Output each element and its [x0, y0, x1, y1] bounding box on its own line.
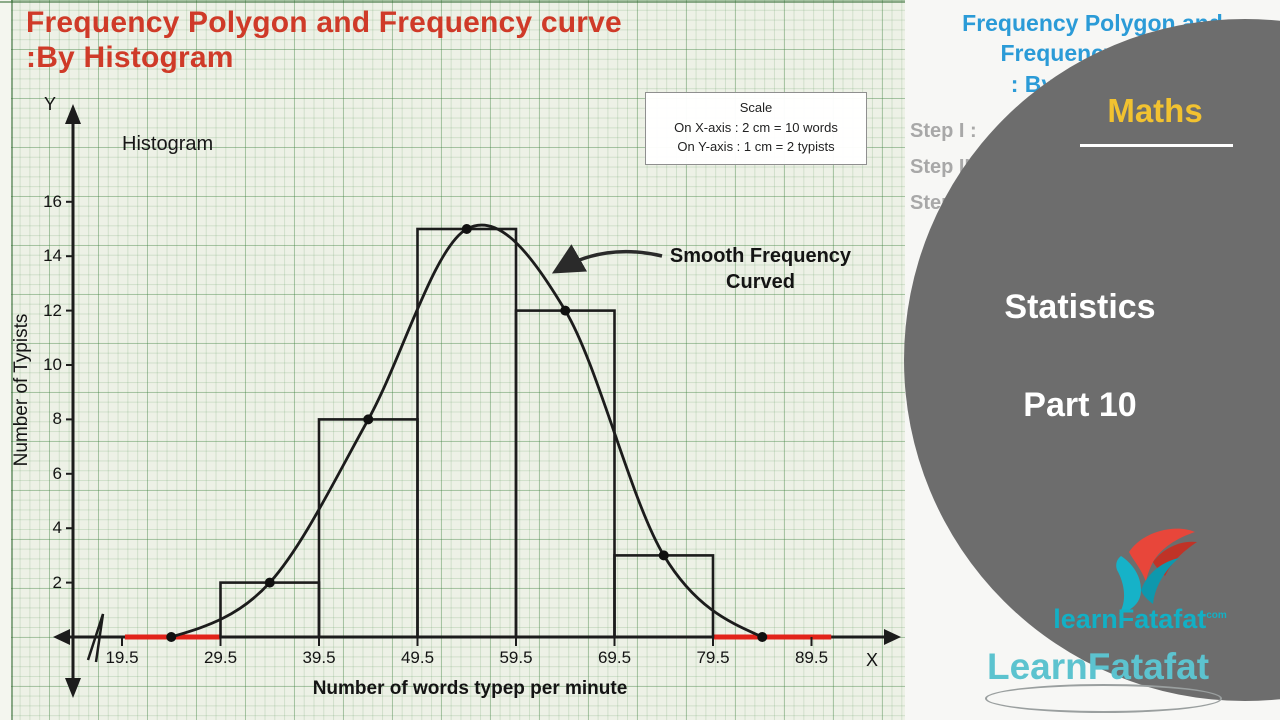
plot-svg	[53, 104, 901, 698]
y-tick-label: 4	[52, 518, 62, 538]
y-axis-up-arrowhead	[65, 104, 81, 124]
curve-point-dot	[757, 632, 768, 642]
sheet-margin	[0, 0, 11, 720]
x-tick-label: 49.5	[400, 648, 435, 667]
x-axis-letter: X	[866, 650, 879, 670]
x-axis-title: Number of words typep per minute	[312, 678, 628, 699]
sheet-border-line	[11, 0, 13, 720]
scale-box-x-line: On X-axis : 2 cm = 10 words	[674, 119, 838, 135]
series-title: Statistics	[1004, 288, 1156, 326]
page-title-line2: :By Histogram	[26, 40, 234, 74]
curve-point-dot	[166, 632, 177, 642]
histogram-bar	[317, 418, 419, 639]
curve-point-dot	[264, 577, 275, 588]
brand-name-small-suffix: com	[1206, 610, 1227, 621]
page-title: Frequency Polygon and Frequency curve :B…	[26, 6, 622, 76]
page-title-line1: Frequency Polygon and Frequency curve	[26, 6, 622, 39]
scale-box-y-line: On Y-axis : 1 cm = 2 typists	[677, 139, 835, 154]
curve-point-dot	[363, 414, 374, 425]
subject-underline	[1080, 144, 1233, 147]
annotation-arrow-icon	[551, 244, 663, 274]
series-part: Part 10	[1023, 386, 1137, 424]
step-item-1: Step I :	[910, 120, 977, 142]
annotation-line1: Smooth Frequency	[669, 245, 852, 267]
x-axis-right-arrowhead	[884, 629, 901, 645]
x-tick-label: 39.5	[302, 648, 336, 667]
x-tick-label: 59.5	[499, 648, 533, 667]
annotation-label: Smooth Frequency Curved	[648, 243, 873, 295]
y-tick-label: 12	[43, 300, 62, 320]
axis-break-icon	[86, 613, 105, 663]
x-tick-label: 19.5	[105, 648, 139, 667]
curve-point-dot	[658, 550, 669, 561]
histogram-label: Histogram	[122, 133, 214, 155]
annotation-line2: Curved	[726, 271, 795, 293]
histogram-bar	[613, 554, 715, 639]
y-tick-label: 16	[43, 191, 62, 211]
chart-content-group	[66, 200, 832, 646]
y-tick-label: 8	[52, 409, 62, 429]
scale-box-title: Scale	[739, 100, 773, 115]
brand-name-bottom: LearnFatafat	[986, 646, 1210, 687]
curve-point-dot	[461, 224, 472, 234]
histogram-bar	[514, 309, 616, 639]
x-tick-label: 69.5	[597, 648, 632, 667]
y-tick-label: 10	[43, 355, 62, 374]
y-tick-label: 6	[52, 463, 62, 483]
x-axis-left-arrowhead	[53, 629, 70, 645]
brand-name-small: learnFatafatcom	[1030, 604, 1250, 635]
sheet-border-line-top	[0, 1, 905, 3]
histogram-bar	[416, 227, 518, 639]
x-tick-label: 89.5	[794, 648, 829, 667]
x-tick-label: 79.5	[696, 648, 730, 667]
y-tick-label: 14	[43, 246, 62, 266]
subject-badge: Maths	[1107, 92, 1203, 129]
brand-logo-icon	[1116, 528, 1197, 614]
y-axis-title: Number of Typists	[11, 313, 32, 467]
brand-ellipse	[985, 684, 1222, 713]
y-axis-letter: Y	[44, 94, 57, 114]
brand-name-small-text: learnFatafat	[1053, 604, 1207, 634]
y-axis-down-arrowhead	[65, 678, 81, 698]
y-tick-label: 2	[52, 572, 62, 592]
scale-box: Scale On X-axis : 2 cm = 10 words On Y-a…	[645, 92, 867, 165]
curve-point-dot	[560, 305, 571, 316]
x-tick-label: 29.5	[203, 648, 238, 667]
